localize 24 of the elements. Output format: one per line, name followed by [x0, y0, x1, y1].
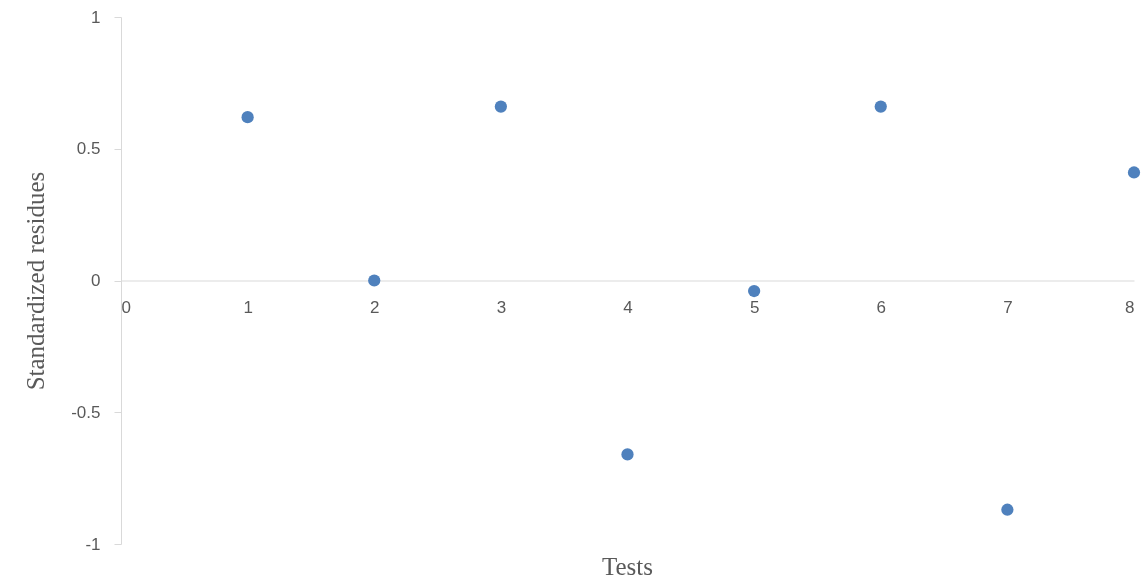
point — [1001, 503, 1014, 516]
x-tick-label: 0 — [121, 298, 131, 317]
x-tick-label: 3 — [496, 298, 507, 317]
point — [1127, 166, 1141, 179]
point — [368, 274, 381, 287]
y-tick-label: 0 — [91, 271, 101, 290]
x-tick-label: 2 — [370, 298, 380, 317]
x-tick-label: 6 — [876, 298, 886, 317]
x-tick-label: 1 — [243, 298, 253, 317]
x-tick-label: 7 — [1003, 298, 1013, 317]
point — [621, 448, 634, 461]
y-tick-label: -1 — [85, 534, 101, 554]
y-tick-label: 0.5 — [76, 139, 101, 159]
point — [874, 100, 887, 113]
x-axis-title: Tests — [601, 553, 654, 580]
x-tick-label: 4 — [623, 298, 633, 317]
point — [241, 111, 254, 124]
x-tick-label: 8 — [1125, 298, 1135, 317]
x-tick-label: 5 — [749, 298, 760, 317]
y-tick-label: 1 — [91, 7, 101, 27]
y-axis-title: Standardized residues — [22, 171, 50, 391]
y-tick-label: -0.5 — [71, 402, 101, 422]
point — [748, 284, 761, 298]
point — [494, 100, 507, 113]
